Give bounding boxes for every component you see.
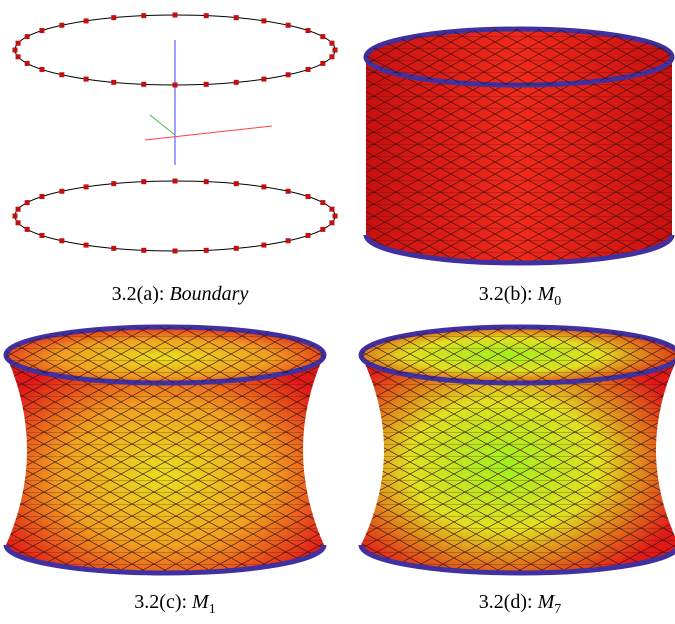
boundary-point <box>141 82 146 87</box>
boundary-point <box>234 80 239 85</box>
boundary-point <box>286 23 291 28</box>
boundary-point <box>286 238 291 243</box>
boundary-point <box>84 77 89 82</box>
boundary-point <box>16 41 21 46</box>
boundary-point <box>234 181 239 186</box>
caption-label: 3.2(c): <box>134 591 187 613</box>
boundary-point <box>306 67 311 72</box>
boundary-point <box>306 194 311 199</box>
boundary-point <box>306 233 311 238</box>
caption-label: 3.2(d): <box>479 591 533 613</box>
caption: 3.2(d): M7 <box>479 591 562 617</box>
panel-b <box>366 29 672 263</box>
surface-mesh <box>361 355 675 573</box>
caption-symbol: M <box>537 283 556 305</box>
boundary-point <box>329 41 334 46</box>
caption-text: Boundary <box>169 283 248 305</box>
boundary-point <box>173 249 178 254</box>
boundary-point <box>320 61 325 66</box>
boundary-point <box>16 54 21 59</box>
caption-symbol: M <box>537 591 556 613</box>
caption-subscript: 0 <box>554 294 561 309</box>
boundary-point <box>234 246 239 251</box>
boundary-point <box>141 13 146 18</box>
boundary-point <box>261 243 266 248</box>
caption-label: 3.2(a): <box>112 283 165 305</box>
boundary-point <box>329 54 334 59</box>
boundary-point <box>204 13 209 18</box>
boundary-point <box>261 18 266 23</box>
boundary-point <box>204 82 209 87</box>
boundary-point <box>59 23 64 28</box>
caption-label: 3.2(b): <box>479 283 533 305</box>
boundary-point <box>261 184 266 189</box>
boundary-point <box>204 248 209 253</box>
boundary-point <box>59 238 64 243</box>
surface-top-mesh <box>6 327 324 383</box>
boundary-point <box>173 83 178 88</box>
surface-mesh <box>6 355 324 573</box>
boundary-point <box>333 214 338 219</box>
boundary-point <box>39 67 44 72</box>
axis-y <box>150 115 175 135</box>
boundary-point <box>173 179 178 184</box>
boundary-point <box>39 233 44 238</box>
boundary-point <box>286 189 291 194</box>
panel-d <box>361 327 675 573</box>
boundary-point <box>173 13 178 18</box>
boundary-point <box>234 15 239 20</box>
boundary-point <box>111 181 116 186</box>
panel-c <box>6 327 324 573</box>
boundary-point <box>111 15 116 20</box>
axis-x <box>145 126 272 140</box>
cylinder-mesh <box>366 57 672 263</box>
boundary-point <box>333 48 338 53</box>
boundary-point <box>25 227 30 232</box>
caption-subscript: 7 <box>554 602 561 617</box>
boundary-point <box>261 77 266 82</box>
boundary-point <box>59 72 64 77</box>
boundary-point <box>84 184 89 189</box>
boundary-point <box>320 200 325 205</box>
boundary-point <box>286 72 291 77</box>
boundary-point <box>320 227 325 232</box>
boundary-point <box>204 179 209 184</box>
caption: 3.2(b): M0 <box>479 283 562 309</box>
boundary-point <box>84 18 89 23</box>
boundary-point <box>84 243 89 248</box>
boundary-point <box>306 28 311 33</box>
boundary-point <box>141 179 146 184</box>
boundary-point <box>141 248 146 253</box>
boundary-point <box>111 80 116 85</box>
caption: 3.2(c): M1 <box>134 591 215 617</box>
boundary-point <box>13 48 18 53</box>
boundary-point <box>59 189 64 194</box>
figure: 3.2(a): Boundary 3.2(b): M0 3.2(c): M1 3… <box>0 0 675 624</box>
boundary-point <box>13 214 18 219</box>
caption: 3.2(a): Boundary <box>112 283 249 305</box>
cylinder-top-mesh <box>366 29 672 85</box>
boundary-point <box>25 200 30 205</box>
boundary-point <box>16 207 21 212</box>
boundary-point <box>39 194 44 199</box>
boundary-point <box>25 61 30 66</box>
boundary-point <box>320 34 325 39</box>
surface-top-mesh <box>361 327 675 383</box>
boundary-point <box>329 220 334 225</box>
boundary-point <box>329 207 334 212</box>
caption-symbol: M <box>191 591 210 613</box>
boundary-point <box>16 220 21 225</box>
panel-a <box>13 13 338 254</box>
boundary-point <box>25 34 30 39</box>
boundary-point <box>111 246 116 251</box>
caption-subscript: 1 <box>209 602 216 617</box>
boundary-point <box>39 28 44 33</box>
